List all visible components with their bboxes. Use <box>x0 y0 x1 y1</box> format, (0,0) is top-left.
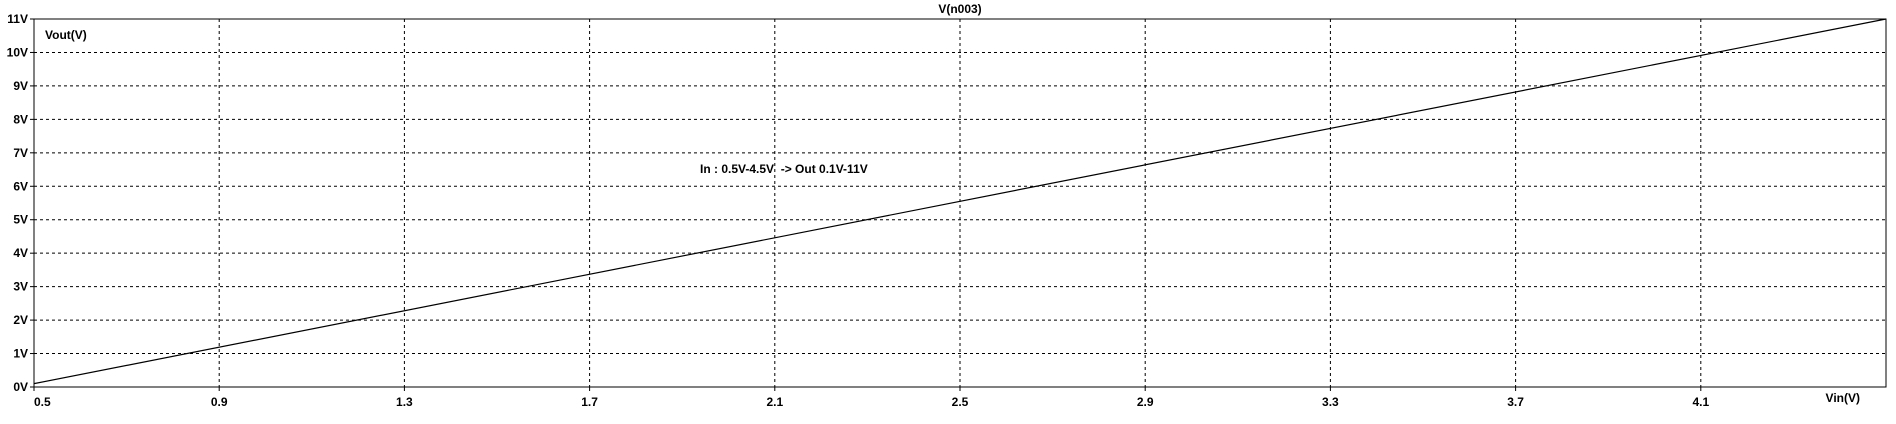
chart-title: V(n003) <box>938 2 981 16</box>
y-tick-label: 8V <box>13 112 28 126</box>
x-tick-label: 2.1 <box>766 395 783 409</box>
y-tick-label: 2V <box>13 313 28 327</box>
y-tick-label: 6V <box>13 179 28 193</box>
x-tick-labels: 0.5 0.9 1.3 1.7 2.1 2.5 2.9 3.3 3.7 4.1 <box>34 395 1709 409</box>
grid-layer <box>30 18 1886 391</box>
x-tick-label: 3.3 <box>1322 395 1339 409</box>
y-tick-label: 4V <box>13 246 28 260</box>
y-tick-label: 3V <box>13 280 28 294</box>
y-tick-label: 0V <box>13 380 28 394</box>
series-layer <box>33 18 1887 385</box>
y-tick-labels: 0V 1V 2V 3V 4V 5V 6V 7V 8V 9V 10V 11V <box>7 12 28 394</box>
series-line <box>33 18 1887 385</box>
x-tick-label: 0.9 <box>211 395 228 409</box>
x-tick-label: 4.1 <box>1692 395 1709 409</box>
y-tick-label: 10V <box>7 45 28 59</box>
x-tick-label: 1.3 <box>396 395 413 409</box>
y-tick-label: 5V <box>13 213 28 227</box>
x-tick-label: 3.7 <box>1507 395 1524 409</box>
x-axis-label: Vin(V) <box>1826 391 1860 405</box>
x-tick-label: 2.9 <box>1137 395 1154 409</box>
x-tick-label: 0.5 <box>34 395 51 409</box>
x-tick-label: 2.5 <box>952 395 969 409</box>
y-tick-label: 9V <box>13 79 28 93</box>
x-tick-label: 1.7 <box>581 395 598 409</box>
y-axis-label: Vout(V) <box>45 28 87 42</box>
y-tick-label: 1V <box>13 347 28 361</box>
chart-annotation: In : 0.5V-4.5V -> Out 0.1V-11V <box>700 162 868 176</box>
y-tick-label: 11V <box>7 12 28 26</box>
y-tick-label: 7V <box>13 146 28 160</box>
plot-frame <box>33 18 1887 388</box>
